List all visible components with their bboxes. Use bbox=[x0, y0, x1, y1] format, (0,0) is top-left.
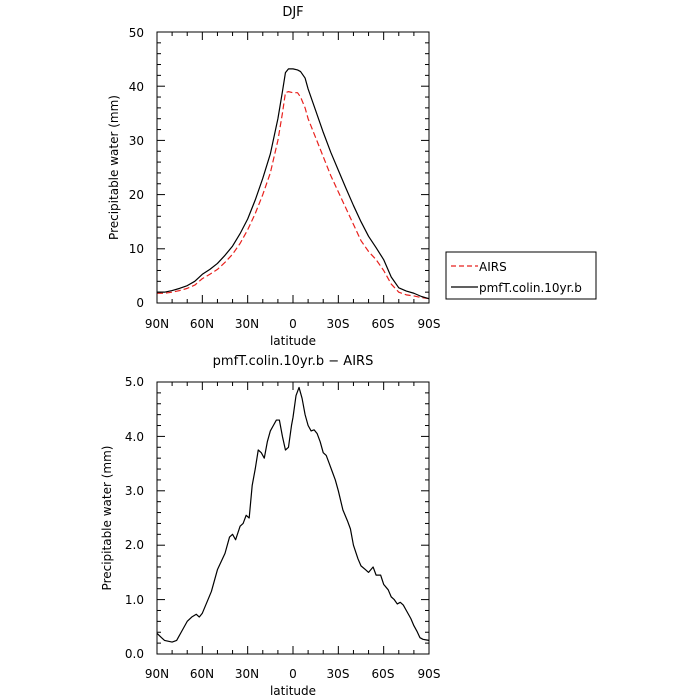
y-tick-label: 0.0 bbox=[125, 647, 144, 661]
chart-top-xtick-labels: 90N 60N 30N 0 30S 60S 90S bbox=[145, 317, 441, 331]
x-tick-label: 60S bbox=[372, 667, 395, 681]
y-tick-label: 0 bbox=[136, 296, 144, 310]
x-tick-label: 0 bbox=[289, 667, 297, 681]
y-tick-label: 50 bbox=[129, 26, 144, 40]
y-tick-label: 2.0 bbox=[125, 538, 144, 552]
chart-top-ylabel: Precipitable water (mm) bbox=[107, 95, 121, 240]
y-tick-label: 30 bbox=[129, 134, 144, 148]
series-line-difference bbox=[156, 386, 430, 643]
x-tick-label: 60N bbox=[190, 667, 214, 681]
y-tick-label: 10 bbox=[129, 242, 144, 256]
x-tick-label: 30N bbox=[235, 317, 259, 331]
chart-bottom-ylabel: Precipitable water (mm) bbox=[100, 446, 114, 591]
chart-bottom-ticks bbox=[156, 381, 430, 655]
x-tick-label: 90N bbox=[145, 667, 169, 681]
y-tick-label: 3.0 bbox=[125, 484, 144, 498]
chart-top-lines bbox=[157, 68, 430, 300]
series-line-airs bbox=[157, 91, 430, 300]
x-tick-label: 30N bbox=[235, 667, 259, 681]
chart-bottom-frame bbox=[156, 381, 430, 655]
x-tick-label: 0 bbox=[289, 317, 297, 331]
legend-airs-label: AIRS bbox=[479, 260, 507, 274]
legend-box bbox=[445, 251, 597, 300]
x-tick-label: 90S bbox=[418, 667, 441, 681]
legend-model-label: pmfT.colin.10yr.b bbox=[479, 281, 582, 295]
x-tick-label: 60S bbox=[372, 317, 395, 331]
x-tick-label: 60N bbox=[190, 317, 214, 331]
x-tick-label: 30S bbox=[327, 667, 350, 681]
y-tick-label: 4.0 bbox=[125, 430, 144, 444]
chart-top-title: DJF bbox=[282, 5, 303, 20]
chart-bottom-lines bbox=[156, 386, 430, 643]
x-tick-label: 90S bbox=[418, 317, 441, 331]
y-tick-label: 5.0 bbox=[125, 375, 144, 389]
x-tick-label: 30S bbox=[327, 317, 350, 331]
chart-bottom-ytick-labels: 0.0 1.0 2.0 3.0 4.0 5.0 bbox=[125, 375, 144, 661]
chart-bottom-title: pmfT.colin.10yr.b − AIRS bbox=[213, 354, 374, 369]
chart-bottom-xlabel: latitude bbox=[270, 684, 316, 698]
y-tick-label: 40 bbox=[129, 80, 144, 94]
y-tick-label: 20 bbox=[129, 188, 144, 202]
chart-top-ytick-labels: 0 10 20 30 40 50 bbox=[129, 26, 144, 310]
x-tick-label: 90N bbox=[145, 317, 169, 331]
chart-top-ticks bbox=[156, 31, 430, 304]
series-line-pmft-colin-10yr-b bbox=[157, 68, 430, 300]
legend: AIRS pmfT.colin.10yr.b bbox=[445, 251, 597, 300]
chart-bottom: pmfT.colin.10yr.b − AIRS 0.0 1.0 2.0 3.0… bbox=[100, 354, 440, 698]
y-tick-label: 1.0 bbox=[125, 593, 144, 607]
chart-bottom-xtick-labels: 90N 60N 30N 0 30S 60S 90S bbox=[145, 667, 441, 681]
chart-top: DJF 0 10 20 30 40 50 90N 60N 30N 0 30S 6… bbox=[107, 5, 597, 348]
chart-top-xlabel: latitude bbox=[270, 334, 316, 348]
chart-top-frame bbox=[156, 31, 430, 304]
